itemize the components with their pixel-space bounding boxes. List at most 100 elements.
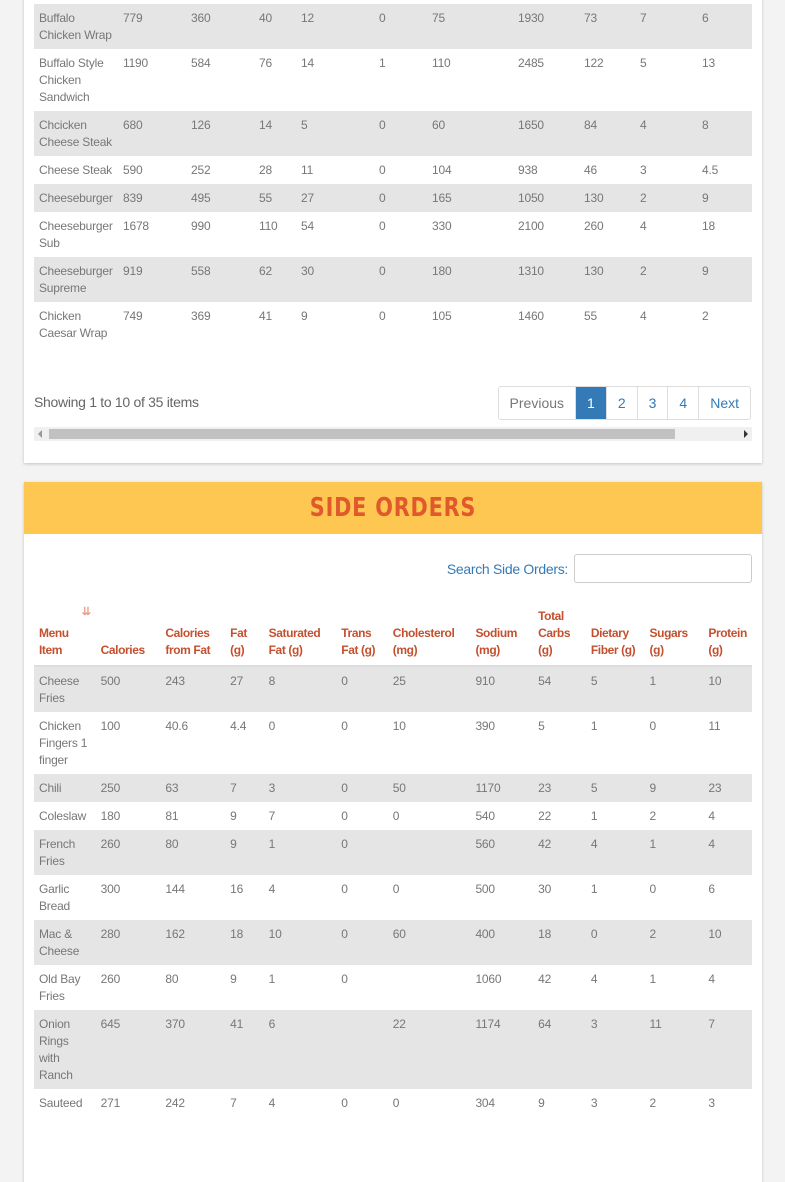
value-cell: 0	[392, 809, 400, 823]
column-header[interactable]: Protein (g)	[703, 598, 752, 667]
value-cell: 0	[585, 920, 645, 965]
table-row: Mac & Cheese 280 162 18 10 0 60 400 18 0 2 10	[34, 920, 752, 965]
value-cell: 4.5	[702, 163, 719, 177]
page-1-button[interactable]: 1	[575, 387, 606, 419]
value-cell: 18	[702, 219, 715, 233]
value-cell: 40	[254, 4, 296, 49]
value-cell: 64	[533, 1010, 586, 1089]
value-cell: 4	[268, 882, 276, 896]
value-cell: 0	[392, 882, 400, 896]
menu-item-cell: Onion Rings with Ranch	[34, 1010, 96, 1089]
value-cell: 0	[336, 774, 388, 802]
value-cell: 919	[118, 257, 186, 302]
value-cell: 16	[230, 882, 244, 896]
value-cell: 1050	[513, 184, 579, 212]
value-cell: 14	[301, 56, 314, 70]
menu-item-cell: Buffalo Style Chicken Sandwich	[39, 56, 104, 104]
value-cell: 165	[427, 184, 513, 212]
column-header[interactable]: Calories from Fat	[160, 598, 226, 667]
menu-item-cell: Sauteed	[39, 1096, 83, 1110]
value-cell: 645	[95, 1010, 161, 1089]
value-cell: 1650	[513, 111, 579, 156]
column-header-label: Sugars (g)	[649, 626, 689, 657]
value-cell: 41	[225, 1010, 264, 1089]
value-cell: 590	[123, 163, 143, 177]
value-cell: 122	[584, 56, 604, 70]
value-cell: 4	[708, 809, 715, 823]
value-cell: 0	[336, 920, 388, 965]
value-cell: 4	[585, 830, 645, 875]
value-cell: 1	[644, 666, 704, 712]
value-cell: 4	[268, 1096, 276, 1110]
column-header-label: Calories from Fat	[165, 626, 211, 657]
value-cell: 0	[374, 184, 427, 212]
value-cell: 73	[579, 4, 635, 49]
value-cell: 54	[533, 666, 586, 712]
page-2-button[interactable]: 2	[605, 387, 637, 419]
value-cell: 9	[230, 972, 237, 986]
scrollbar-thumb[interactable]	[49, 429, 675, 439]
value-cell: 1	[644, 830, 704, 875]
value-cell: 50	[387, 774, 471, 802]
value-cell: 110	[432, 56, 451, 70]
value-cell: 22	[538, 809, 552, 823]
scroll-left-arrow-icon[interactable]	[38, 430, 42, 438]
value-cell: 18	[533, 920, 586, 965]
table-row: Cheese Fries 500 243 27 8 0 25 910 54 5 1 10	[34, 666, 752, 712]
value-cell: 3	[708, 1096, 715, 1110]
column-header[interactable]: Cholesterol (mg)	[387, 598, 471, 667]
value-cell: 2	[702, 309, 709, 323]
value-cell: 5	[585, 666, 645, 712]
value-cell: 40.6	[165, 719, 188, 733]
value-cell: 104	[432, 163, 452, 177]
value-cell	[387, 830, 471, 875]
column-header-label: Saturated Fat (g)	[268, 626, 321, 657]
value-cell: 2485	[518, 56, 544, 70]
value-cell: 0	[341, 972, 348, 986]
value-cell: 14	[254, 111, 296, 156]
value-cell: 180	[100, 809, 121, 823]
sort-icon[interactable]: ⇊	[81, 606, 91, 618]
previous-button[interactable]: Previous	[509, 395, 565, 411]
value-cell: 7	[268, 809, 276, 823]
value-cell: 25	[387, 666, 471, 712]
column-header[interactable]: Sodium (mg)	[470, 598, 534, 667]
value-cell: 84	[579, 111, 635, 156]
value-cell: 63	[160, 774, 226, 802]
value-cell: 1060	[475, 972, 502, 986]
value-cell: 260	[100, 972, 121, 986]
horizontal-scrollbar[interactable]	[34, 427, 752, 441]
value-cell: 81	[165, 809, 179, 823]
value-cell: 4	[635, 111, 697, 156]
table-row: Buffalo Style Chicken Sandwich 1190 584 76 1…	[34, 49, 752, 111]
column-header[interactable]: Total Carbs (g)	[533, 598, 586, 667]
value-cell: 9	[225, 830, 264, 875]
page-4-button[interactable]: 4	[667, 387, 698, 419]
value-cell: 2	[649, 1096, 657, 1110]
column-header[interactable]: Dietary Fiber (g)	[585, 598, 645, 667]
column-header[interactable]: Fat (g)	[225, 598, 264, 667]
value-cell: 2	[644, 920, 704, 965]
value-cell: 144	[165, 882, 185, 896]
value-cell: 749	[123, 309, 143, 323]
column-header[interactable]: Calories	[95, 598, 161, 667]
column-header[interactable]: Sugars (g)	[644, 598, 704, 667]
value-cell: 1930	[513, 4, 579, 49]
next-button[interactable]: Next	[698, 387, 750, 419]
column-header[interactable]: Trans Fat (g)	[336, 598, 388, 667]
value-cell: 839	[118, 184, 186, 212]
table-row: Cheeseburger Supreme 919 558 62 30 0 180 1310 13…	[34, 257, 752, 302]
scroll-right-arrow-icon[interactable]	[744, 430, 748, 438]
value-cell: 330	[432, 219, 452, 233]
column-header[interactable]: ⇊ Menu Item	[34, 598, 96, 667]
page-3-button[interactable]: 3	[636, 387, 668, 419]
value-cell: 11	[644, 1010, 704, 1089]
table-row: Cheeseburger 839 495 55 27 0 165 1050 130 2 9	[34, 184, 752, 212]
value-cell: 46	[584, 163, 597, 177]
value-cell: 3	[590, 1096, 598, 1110]
search-side-orders-input[interactable]	[574, 554, 752, 583]
value-cell: 62	[254, 257, 296, 302]
menu-item-cell: Chcicken Cheese Steak	[34, 111, 118, 156]
value-cell: 130	[579, 184, 635, 212]
column-header[interactable]: Saturated Fat (g)	[263, 598, 337, 667]
